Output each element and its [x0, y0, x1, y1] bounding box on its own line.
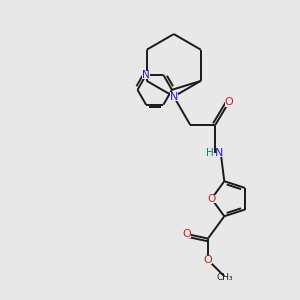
Text: O: O	[183, 229, 191, 239]
Bar	[225, 98, 233, 106]
Text: N: N	[142, 70, 150, 80]
Bar	[142, 71, 150, 79]
Bar	[204, 256, 212, 264]
Text: N: N	[215, 148, 223, 158]
Text: H: H	[206, 148, 214, 158]
Bar	[183, 230, 191, 238]
Text: O: O	[204, 255, 212, 265]
Text: N: N	[169, 92, 178, 101]
Bar	[169, 92, 178, 101]
Text: O: O	[224, 98, 233, 107]
Bar	[208, 195, 216, 203]
Text: CH₃: CH₃	[217, 273, 233, 282]
Bar	[216, 149, 222, 157]
Text: O: O	[207, 194, 216, 204]
Bar	[207, 149, 213, 157]
